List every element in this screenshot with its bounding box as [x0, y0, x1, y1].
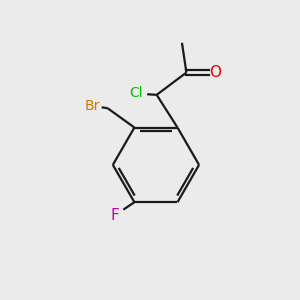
Text: Br: Br: [85, 99, 100, 113]
Text: O: O: [209, 65, 221, 80]
Text: F: F: [111, 208, 119, 223]
Text: Cl: Cl: [129, 86, 143, 100]
